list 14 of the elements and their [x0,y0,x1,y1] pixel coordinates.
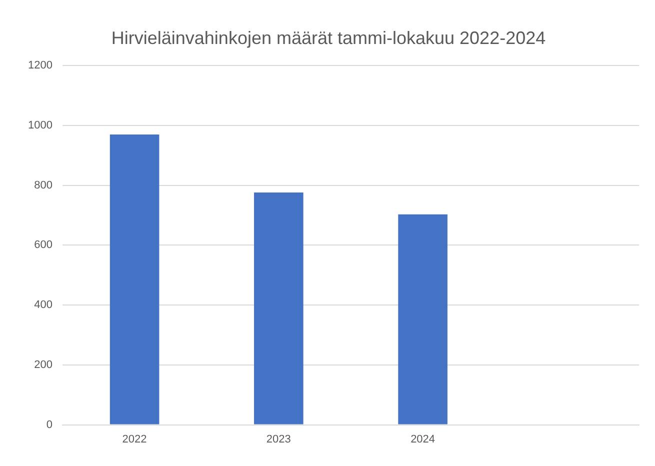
x-tick-label: 2022 [122,433,147,446]
y-tick-label: 1200 [28,60,52,72]
x-tick-label: 2024 [410,433,436,446]
y-tick-label: 1000 [28,120,52,132]
y-tick-label: 200 [34,358,52,371]
chart-title: Hirvieläinvahinkojen määrät tammi-lokakuu 2022-2024 [111,28,546,48]
bar [254,192,304,424]
y-tick-label: 400 [34,299,52,312]
bar [398,214,448,424]
bar [110,134,160,424]
y-tick-label: 600 [34,239,52,252]
y-tick-label: 800 [34,179,52,192]
y-tick-label: 0 [46,418,52,431]
x-tick-label: 2023 [266,433,291,446]
